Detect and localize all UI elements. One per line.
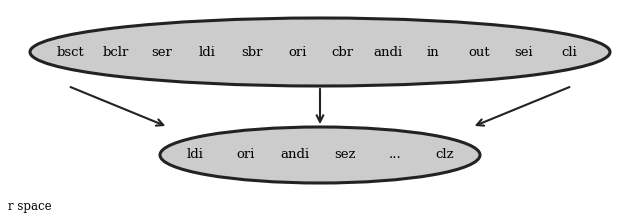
Text: ori: ori bbox=[288, 46, 307, 58]
Text: bsct: bsct bbox=[57, 46, 84, 58]
Text: out: out bbox=[468, 46, 490, 58]
Text: in: in bbox=[427, 46, 440, 58]
Text: clz: clz bbox=[435, 149, 454, 162]
Text: cbr: cbr bbox=[332, 46, 354, 58]
Text: sbr: sbr bbox=[241, 46, 263, 58]
Text: andi: andi bbox=[374, 46, 403, 58]
Text: r space: r space bbox=[8, 200, 52, 213]
Text: ser: ser bbox=[151, 46, 172, 58]
Text: sei: sei bbox=[515, 46, 533, 58]
Ellipse shape bbox=[30, 18, 610, 86]
Text: sez: sez bbox=[334, 149, 356, 162]
Text: andi: andi bbox=[280, 149, 310, 162]
Text: cli: cli bbox=[561, 46, 577, 58]
Text: ...: ... bbox=[388, 149, 401, 162]
Text: ldi: ldi bbox=[187, 149, 204, 162]
Text: ori: ori bbox=[236, 149, 254, 162]
Text: bclr: bclr bbox=[103, 46, 129, 58]
Text: ldi: ldi bbox=[198, 46, 215, 58]
Ellipse shape bbox=[160, 127, 480, 183]
